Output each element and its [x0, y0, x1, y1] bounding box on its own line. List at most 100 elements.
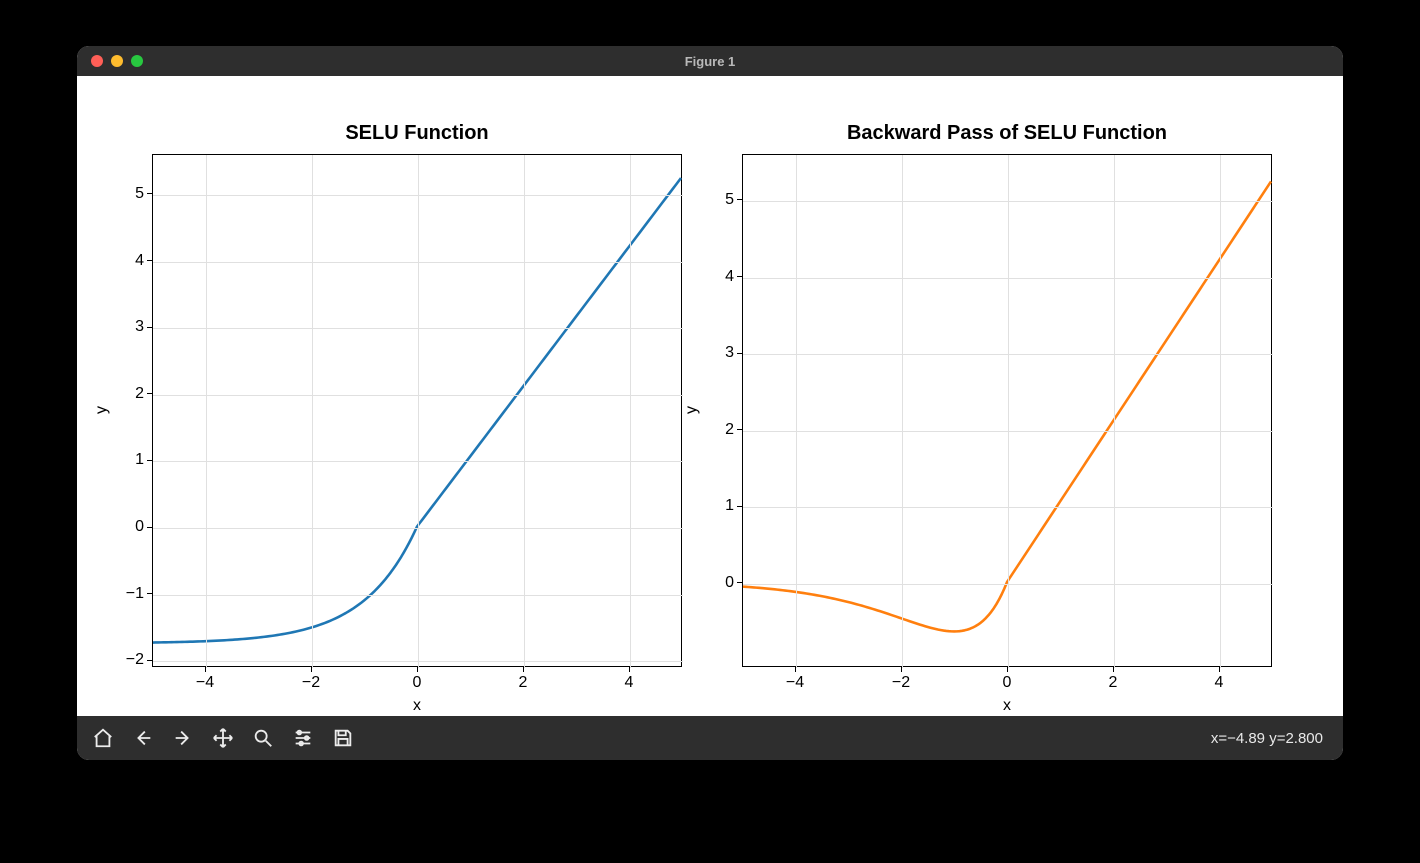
- gridline-horizontal: [153, 661, 683, 662]
- ytick-mark: [737, 353, 742, 354]
- titlebar: Figure 1: [77, 46, 1343, 76]
- xtick-label: 4: [1215, 674, 1224, 692]
- back-button[interactable]: [123, 720, 163, 756]
- ytick-label: 4: [112, 252, 144, 270]
- window-title: Figure 1: [77, 54, 1343, 69]
- line-series-right: [743, 155, 1271, 666]
- chart-title-left: SELU Function: [152, 122, 682, 145]
- ytick-label: 3: [112, 318, 144, 336]
- xtick-mark: [1219, 667, 1220, 672]
- arrow-right-icon: [172, 727, 194, 749]
- save-button[interactable]: [323, 720, 363, 756]
- ytick-label: −2: [112, 651, 144, 669]
- window-controls: [91, 55, 143, 67]
- search-icon: [252, 727, 274, 749]
- ytick-label: 3: [702, 344, 734, 362]
- ytick-mark: [147, 327, 152, 328]
- xtick-mark: [901, 667, 902, 672]
- gridline-vertical: [902, 155, 903, 668]
- xtick-label: 4: [625, 674, 634, 692]
- gridline-horizontal: [743, 278, 1273, 279]
- ytick-label: 5: [702, 191, 734, 209]
- gridline-horizontal: [153, 195, 683, 196]
- xtick-label: −2: [892, 674, 910, 692]
- ytick-mark: [147, 593, 152, 594]
- xlabel-left: x: [152, 697, 682, 715]
- xtick-mark: [205, 667, 206, 672]
- home-icon: [92, 727, 114, 749]
- xtick-label: −4: [786, 674, 804, 692]
- sliders-icon: [292, 727, 314, 749]
- ytick-label: 0: [112, 518, 144, 536]
- xtick-label: −4: [196, 674, 214, 692]
- xtick-label: 2: [1109, 674, 1118, 692]
- ytick-mark: [737, 506, 742, 507]
- ytick-mark: [737, 429, 742, 430]
- ytick-label: 0: [702, 574, 734, 592]
- xtick-mark: [1007, 667, 1008, 672]
- gridline-vertical: [1008, 155, 1009, 668]
- ytick-label: 5: [112, 185, 144, 203]
- minimize-icon[interactable]: [111, 55, 123, 67]
- xtick-label: 0: [1003, 674, 1012, 692]
- xtick-mark: [1113, 667, 1114, 672]
- figure-canvas[interactable]: SELU Function x y Backward Pass of SELU …: [77, 76, 1343, 716]
- forward-button[interactable]: [163, 720, 203, 756]
- ytick-label: 1: [702, 497, 734, 515]
- xlabel-right: x: [742, 697, 1272, 715]
- gridline-horizontal: [743, 507, 1273, 508]
- ytick-mark: [147, 393, 152, 394]
- gridline-vertical: [1114, 155, 1115, 668]
- maximize-icon[interactable]: [131, 55, 143, 67]
- gridline-horizontal: [153, 528, 683, 529]
- ytick-label: −1: [112, 585, 144, 603]
- gridline-horizontal: [153, 328, 683, 329]
- save-icon: [332, 727, 354, 749]
- xtick-mark: [629, 667, 630, 672]
- gridline-vertical: [630, 155, 631, 668]
- ytick-mark: [147, 193, 152, 194]
- ytick-label: 4: [702, 268, 734, 286]
- close-icon[interactable]: [91, 55, 103, 67]
- xtick-mark: [795, 667, 796, 672]
- xtick-mark: [417, 667, 418, 672]
- zoom-button[interactable]: [243, 720, 283, 756]
- gridline-horizontal: [743, 584, 1273, 585]
- gridline-vertical: [312, 155, 313, 668]
- ytick-mark: [737, 276, 742, 277]
- xtick-label: 2: [519, 674, 528, 692]
- xtick-label: 0: [413, 674, 422, 692]
- ytick-mark: [147, 527, 152, 528]
- gridline-vertical: [524, 155, 525, 668]
- gridline-horizontal: [743, 201, 1273, 202]
- arrow-left-icon: [132, 727, 154, 749]
- coord-readout: x=−4.89 y=2.800: [1211, 730, 1337, 747]
- ytick-mark: [147, 260, 152, 261]
- subplots-button[interactable]: [283, 720, 323, 756]
- axes-right[interactable]: [742, 154, 1272, 667]
- gridline-horizontal: [153, 395, 683, 396]
- gridline-vertical: [206, 155, 207, 668]
- gridline-horizontal: [153, 461, 683, 462]
- pan-button[interactable]: [203, 720, 243, 756]
- gridline-vertical: [796, 155, 797, 668]
- xtick-label: −2: [302, 674, 320, 692]
- line-series-left: [153, 155, 681, 666]
- series-selu: [153, 178, 681, 643]
- gridline-horizontal: [153, 595, 683, 596]
- gridline-horizontal: [743, 431, 1273, 432]
- ytick-label: 2: [112, 385, 144, 403]
- move-icon: [212, 727, 234, 749]
- matplotlib-toolbar: x=−4.89 y=2.800: [77, 716, 1343, 760]
- gridline-vertical: [418, 155, 419, 668]
- gridline-vertical: [1220, 155, 1221, 668]
- axes-left[interactable]: [152, 154, 682, 667]
- ylabel-right: y: [683, 400, 701, 420]
- ytick-mark: [147, 460, 152, 461]
- home-button[interactable]: [83, 720, 123, 756]
- xtick-mark: [523, 667, 524, 672]
- series-selu_backward: [743, 181, 1271, 631]
- gridline-horizontal: [743, 354, 1273, 355]
- xtick-mark: [311, 667, 312, 672]
- ytick-label: 1: [112, 451, 144, 469]
